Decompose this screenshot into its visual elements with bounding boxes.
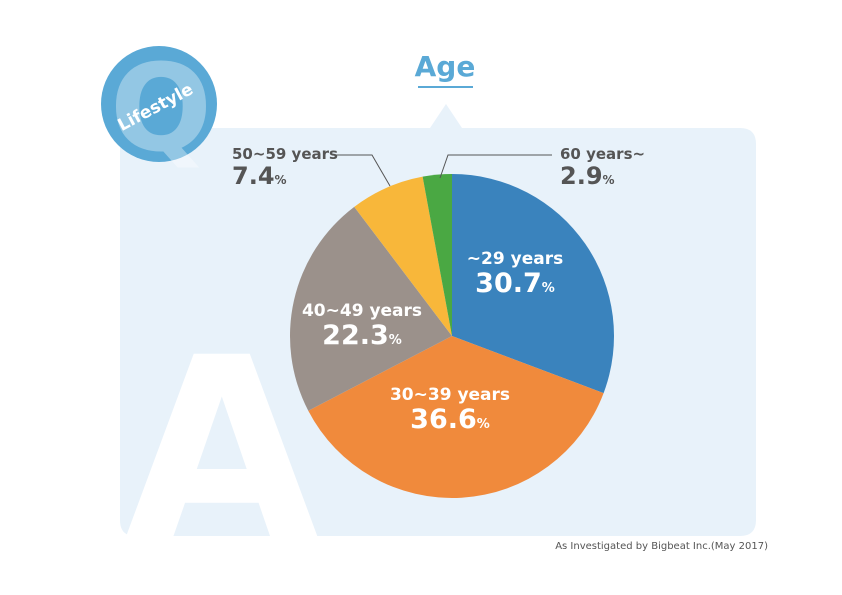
slice-value: 36.6% — [410, 403, 490, 435]
pie-chart — [289, 174, 615, 499]
slice-category: 50~59 years — [232, 145, 338, 163]
pie-slice-0 — [452, 174, 615, 394]
pie-slice-2 — [289, 206, 452, 411]
slice-label-29: ~29 years 30.7% — [455, 250, 575, 298]
leader-line-50-59 — [332, 154, 391, 187]
source-note: As Investigated by Bigbeat Inc.(May 2017… — [555, 541, 768, 552]
slice-label-60: 60 years~ 2.9% — [560, 146, 645, 189]
chart-title: Age — [414, 50, 476, 83]
slice-category: ~29 years — [466, 249, 564, 269]
title-underline — [418, 86, 473, 88]
badge-circle — [101, 46, 217, 162]
slice-label-40-49: 40~49 years 22.3% — [292, 302, 432, 350]
question-badge: Q Lifestyle — [101, 40, 217, 179]
slice-value: 30.7% — [475, 267, 555, 299]
pie-slice-4 — [422, 174, 452, 336]
pie-slice-3 — [354, 176, 452, 336]
slice-label-50-59: 50~59 years 7.4% — [232, 146, 338, 189]
slice-value: 2.9% — [560, 161, 615, 190]
answer-letter: A — [125, 304, 318, 595]
leader-line-60 — [439, 154, 552, 179]
badge-letter-q: Q — [110, 40, 212, 179]
slice-category: 40~49 years — [301, 301, 423, 321]
slice-label-30-39: 30~39 years 36.6% — [370, 386, 530, 434]
slice-category: 30~39 years — [389, 385, 511, 405]
slice-value: 22.3% — [322, 319, 402, 351]
pie-slice-1 — [308, 336, 604, 499]
slice-category: 60 years~ — [560, 145, 646, 163]
slice-value: 7.4% — [232, 161, 287, 190]
